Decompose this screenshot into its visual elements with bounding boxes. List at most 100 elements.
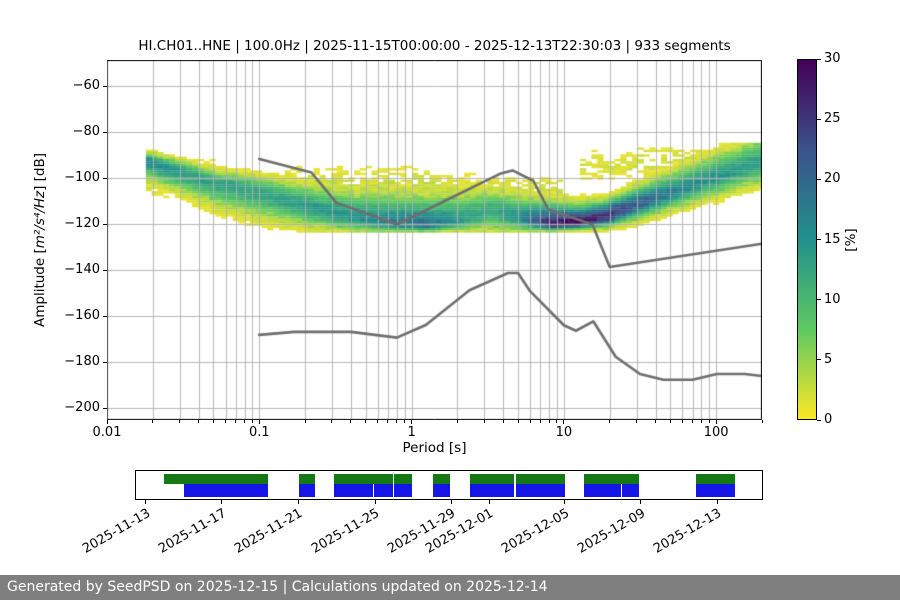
x-minor-tick-mark	[692, 420, 694, 423]
availability-psd-segment	[298, 484, 316, 497]
date-label: 2025-12-13	[651, 506, 725, 557]
x-minor-tick-mark	[244, 420, 246, 423]
y-axis-label-suffix: ] [dB]	[32, 152, 48, 191]
x-minor-tick-mark	[669, 420, 671, 423]
x-minor-tick-mark	[198, 420, 200, 423]
x-minor-tick-mark	[387, 420, 389, 423]
availability-data-segment	[334, 474, 394, 484]
x-tick-mark	[563, 420, 565, 424]
colorbar-tick-label: 10	[824, 291, 841, 307]
colorbar-tick-mark	[817, 239, 821, 240]
availability-psd-segment	[394, 484, 413, 497]
colorbar-tick-mark	[817, 118, 821, 120]
x-minor-tick-mark	[681, 420, 683, 423]
availability-data-segment	[433, 474, 450, 484]
availability-psd-segment	[583, 484, 622, 497]
availability-data-segment	[298, 474, 316, 484]
colorbar-tick-mark	[817, 419, 821, 421]
x-minor-tick-mark	[396, 420, 398, 423]
x-minor-tick-mark	[636, 420, 638, 423]
x-tick-label: 0.1	[248, 425, 270, 440]
date-tick-mark	[297, 500, 299, 504]
x-axis-label: Period [s]	[402, 440, 467, 456]
x-minor-tick-mark	[708, 420, 710, 423]
y-tick-label: −120	[64, 216, 100, 232]
x-minor-tick-mark	[235, 420, 237, 423]
y-tick-mark	[103, 85, 107, 87]
x-tick-mark	[715, 420, 717, 424]
x-minor-tick-mark	[212, 420, 214, 423]
colorbar-tick-mark	[817, 299, 821, 301]
y-tick-label: −60	[72, 78, 100, 94]
date-tick-mark	[640, 500, 642, 504]
x-minor-tick-mark	[377, 420, 379, 423]
y-tick-label: −160	[64, 308, 100, 324]
colorbar-tick-label: 0	[824, 412, 833, 427]
availability-psd-segment	[696, 484, 736, 497]
availability-data-segment	[394, 474, 413, 484]
x-tick-label: 1	[407, 425, 416, 440]
y-tick-mark	[103, 315, 107, 317]
date-tick-mark	[488, 500, 490, 504]
date-tick-mark	[221, 500, 223, 504]
availability-data-segment	[515, 474, 565, 484]
date-tick-mark	[564, 500, 566, 504]
date-tick-mark	[716, 500, 718, 504]
date-label: 2025-11-13	[80, 506, 154, 557]
x-tick-mark	[411, 420, 413, 424]
date-label: 2025-11-21	[232, 506, 306, 557]
x-minor-tick-mark	[483, 420, 485, 423]
x-minor-tick-mark	[152, 420, 154, 423]
x-minor-tick-mark	[331, 420, 333, 423]
date-tick-mark	[450, 500, 452, 504]
y-axis-label-prefix: Amplitude [	[32, 248, 48, 328]
colorbar-tick-label: 5	[824, 351, 833, 367]
date-tick-mark	[145, 500, 147, 504]
x-minor-tick-mark	[225, 420, 226, 423]
x-tick-mark	[258, 420, 260, 424]
availability-data-segment	[583, 474, 640, 484]
availability-data-segment	[696, 474, 736, 484]
y-axis-label-math: m²/s⁴/Hz	[32, 190, 48, 249]
availability-data-segment	[469, 474, 514, 484]
y-tick-label: −140	[64, 262, 100, 278]
x-minor-tick-mark	[350, 420, 352, 423]
colorbar-tick-label: 20	[824, 171, 841, 187]
date-label: 2025-12-05	[499, 506, 573, 557]
availability-psd-segment	[469, 484, 514, 497]
x-minor-tick-mark	[251, 420, 253, 423]
ppsd-heatmap-canvas	[107, 60, 762, 420]
x-minor-tick-mark	[517, 420, 519, 423]
x-minor-tick-mark	[539, 420, 541, 423]
availability-psd-segment	[374, 484, 394, 497]
availability-psd-segment	[622, 484, 640, 497]
y-tick-mark	[103, 361, 107, 363]
availability-bar	[135, 470, 763, 500]
plot-title: HI.CH01..HNE | 100.0Hz | 2025-11-15T00:0…	[138, 38, 731, 54]
date-label: 2025-12-09	[575, 506, 649, 557]
y-tick-label: −100	[64, 170, 100, 186]
y-tick-mark	[103, 223, 107, 225]
y-tick-mark	[103, 131, 107, 133]
footer-text: Generated by SeedPSD on 2025-12-15 | Cal…	[7, 579, 548, 595]
x-minor-tick-mark	[609, 420, 611, 423]
date-tick-mark	[374, 500, 376, 504]
x-tick-mark	[106, 420, 108, 424]
x-minor-tick-mark	[529, 420, 531, 423]
availability-data-segment	[163, 474, 268, 484]
x-minor-tick-mark	[179, 420, 181, 423]
colorbar-tick-mark	[817, 58, 821, 60]
colorbar-tick-label: 30	[824, 51, 841, 66]
x-tick-label: 10	[555, 425, 573, 440]
availability-psd-segment	[515, 484, 565, 497]
colorbar	[797, 59, 817, 420]
colorbar-label: [%]	[843, 228, 859, 252]
y-axis-label: Amplitude [m²/s⁴/Hz] [dB]	[32, 153, 48, 327]
y-tick-mark	[103, 177, 107, 179]
colorbar-tick-label: 25	[824, 111, 841, 127]
x-minor-tick-mark	[456, 420, 458, 423]
date-label: 2025-11-17	[156, 506, 230, 557]
availability-psd-segment	[433, 484, 450, 497]
x-minor-tick-mark	[655, 420, 657, 423]
